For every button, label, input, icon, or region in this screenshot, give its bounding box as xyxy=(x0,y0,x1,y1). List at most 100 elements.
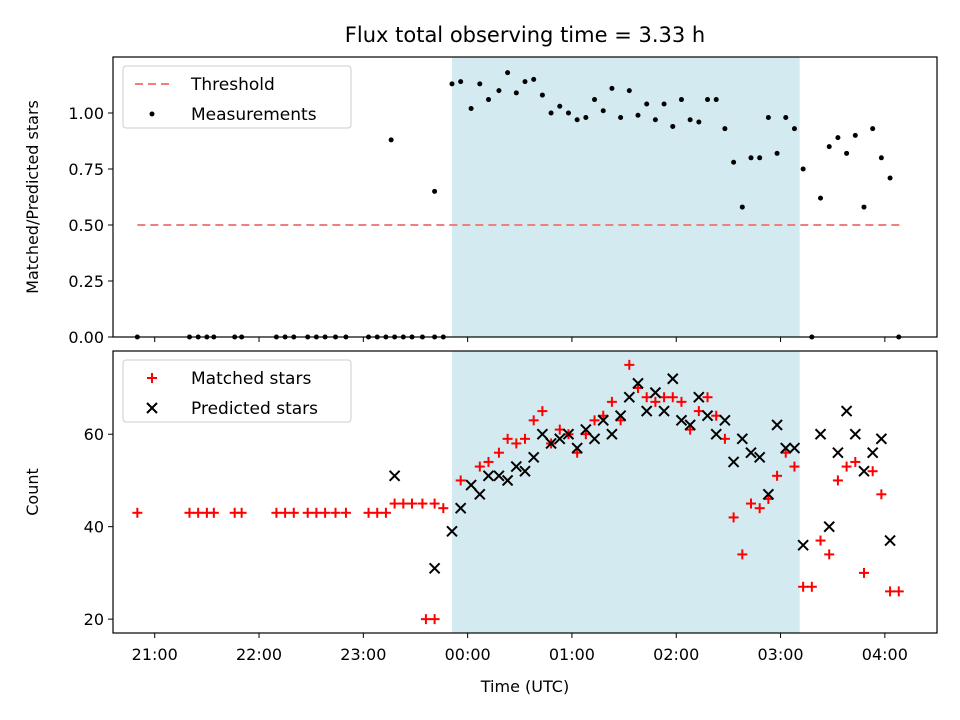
axes-frame xyxy=(112,56,938,338)
data-point xyxy=(727,456,740,468)
legend: Threshold Measurements xyxy=(122,65,352,129)
data-point xyxy=(389,498,400,509)
data-point xyxy=(676,396,687,407)
data-point xyxy=(614,410,627,422)
data-point xyxy=(754,503,765,514)
data-point xyxy=(288,507,299,518)
data-point xyxy=(762,488,775,501)
data-point xyxy=(745,446,757,459)
data-point xyxy=(893,586,904,597)
data-point xyxy=(454,502,467,514)
data-point xyxy=(474,461,485,472)
y-axis-label: Matched/Predicted stars xyxy=(23,100,42,294)
legend-box xyxy=(122,359,352,423)
data-point xyxy=(887,175,893,181)
x-tick-label: 23:00 xyxy=(340,645,386,664)
legend-item: Measurements xyxy=(149,105,317,125)
data-point xyxy=(502,433,513,444)
data-point xyxy=(449,81,455,87)
data-point xyxy=(878,155,884,161)
data-point xyxy=(818,195,824,201)
data-point xyxy=(606,428,618,440)
data-point xyxy=(623,391,636,403)
y-tick-label: 0.75 xyxy=(68,160,104,179)
data-point xyxy=(468,106,474,112)
x-tick-label: 00:00 xyxy=(445,645,491,664)
data-point xyxy=(554,433,566,445)
y-tick-label: 20 xyxy=(84,610,104,629)
data-point xyxy=(626,88,632,94)
data-point xyxy=(835,135,841,141)
data-point xyxy=(465,479,477,491)
data-point xyxy=(522,79,528,85)
data-point xyxy=(696,119,702,125)
x-tick-label: 04:00 xyxy=(862,645,908,664)
legend: Matched stars Predicted stars xyxy=(122,359,352,423)
data-point xyxy=(670,123,676,129)
data-point xyxy=(832,475,843,486)
data-point xyxy=(537,406,548,417)
panel-counts: 20 40 60 21:00 22:00 23:00 00:00 01:00 02:00 03:0… xyxy=(23,350,938,664)
data-point xyxy=(731,159,737,165)
data-point xyxy=(736,433,749,445)
data-point xyxy=(757,155,763,161)
data-point xyxy=(302,507,313,518)
y-axis-label: Count xyxy=(23,468,42,516)
data-point xyxy=(580,423,592,436)
data-point xyxy=(588,433,601,445)
data-point xyxy=(705,97,711,103)
y-tick-label: 0.25 xyxy=(68,272,104,291)
data-point xyxy=(728,512,739,523)
y-tick-label: 0.50 xyxy=(68,216,104,235)
data-point xyxy=(184,507,195,518)
y-tick-label: 0.00 xyxy=(68,328,104,347)
data-point xyxy=(713,97,719,103)
legend-label: Measurements xyxy=(191,105,317,125)
data-point xyxy=(606,396,617,407)
data-point xyxy=(429,498,440,509)
x-tick-label: 02:00 xyxy=(653,645,699,664)
data-point xyxy=(132,507,143,518)
data-point xyxy=(815,535,826,546)
data-point xyxy=(788,442,801,454)
data-point xyxy=(493,470,505,482)
data-point xyxy=(852,132,858,138)
data-point xyxy=(236,507,247,518)
data-point xyxy=(798,581,809,592)
data-point xyxy=(737,549,748,560)
data-point xyxy=(780,442,792,454)
data-point xyxy=(446,525,458,538)
data-point xyxy=(571,442,583,454)
data-point xyxy=(330,507,341,518)
data-point xyxy=(849,428,862,440)
data-point xyxy=(407,498,418,509)
data-point xyxy=(557,103,563,109)
data-point xyxy=(545,437,557,450)
data-point xyxy=(875,433,888,445)
data-point xyxy=(771,419,783,431)
data-point xyxy=(858,465,870,477)
data-point xyxy=(493,447,504,458)
data-point xyxy=(687,117,693,123)
legend-label: Matched stars xyxy=(191,369,311,389)
data-point xyxy=(693,391,705,403)
data-point xyxy=(589,415,600,426)
data-point xyxy=(624,359,635,370)
data-point xyxy=(748,155,754,161)
data-point xyxy=(496,88,502,94)
legend-swatch xyxy=(149,111,155,117)
data-point xyxy=(870,126,876,132)
data-point xyxy=(372,507,383,518)
data-point xyxy=(772,470,783,481)
data-point xyxy=(652,117,658,123)
data-point xyxy=(850,456,861,467)
legend-item: Matched stars xyxy=(147,369,311,389)
legend-item: Predicted stars xyxy=(146,399,318,419)
data-point xyxy=(783,114,789,120)
data-point xyxy=(562,428,575,440)
data-point xyxy=(193,507,204,518)
axes-frame xyxy=(112,350,938,634)
data-point xyxy=(797,539,809,551)
x-axis-label: Time (UTC) xyxy=(480,677,569,696)
